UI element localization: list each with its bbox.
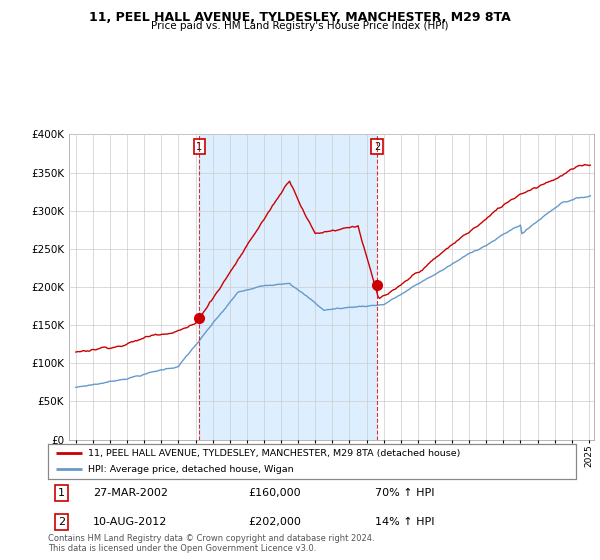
Text: 1: 1 [58, 488, 65, 498]
Text: £160,000: £160,000 [248, 488, 301, 498]
Text: 27-MAR-2002: 27-MAR-2002 [93, 488, 168, 498]
Text: Price paid vs. HM Land Registry's House Price Index (HPI): Price paid vs. HM Land Registry's House … [151, 21, 449, 31]
Text: 2: 2 [58, 517, 65, 528]
Text: 2: 2 [374, 142, 380, 152]
Text: 11, PEEL HALL AVENUE, TYLDESLEY, MANCHESTER, M29 8TA (detached house): 11, PEEL HALL AVENUE, TYLDESLEY, MANCHES… [88, 449, 460, 458]
Text: 14% ↑ HPI: 14% ↑ HPI [376, 517, 435, 528]
Text: £202,000: £202,000 [248, 517, 302, 528]
Text: 70% ↑ HPI: 70% ↑ HPI [376, 488, 435, 498]
Text: 1: 1 [196, 142, 203, 152]
Text: 11, PEEL HALL AVENUE, TYLDESLEY, MANCHESTER, M29 8TA: 11, PEEL HALL AVENUE, TYLDESLEY, MANCHES… [89, 11, 511, 24]
Text: 10-AUG-2012: 10-AUG-2012 [93, 517, 167, 528]
Text: Contains HM Land Registry data © Crown copyright and database right 2024.
This d: Contains HM Land Registry data © Crown c… [48, 534, 374, 553]
Bar [199, 134, 377, 440]
Text: HPI: Average price, detached house, Wigan: HPI: Average price, detached house, Wiga… [88, 465, 293, 474]
